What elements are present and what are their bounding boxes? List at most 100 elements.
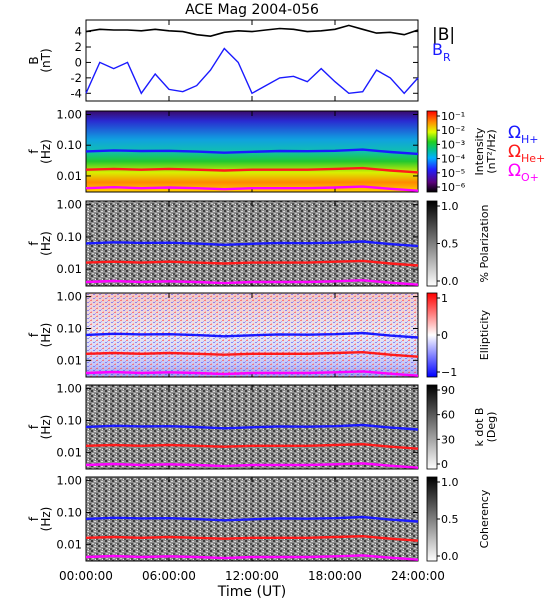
legend-b-r-sub: R [443, 51, 451, 64]
x-tick-label: 12:00:00 [225, 569, 279, 583]
y-axis-unit: (nT) [39, 48, 53, 72]
colorbar-tick-label: 10⁻⁶ [441, 181, 466, 194]
x-tick-label: 18:00:00 [308, 569, 362, 583]
colorbar-label: Coherency [478, 489, 491, 548]
gyro-line-o-plus [85, 185, 419, 192]
colorbar-tick-label: 90 [441, 384, 455, 397]
colorbar-tick-label: 1 [441, 292, 448, 305]
y-tick-label: 0 [75, 55, 82, 69]
gyro-line-o-plus [85, 279, 419, 286]
legend-he-plus-sub: He+ [521, 152, 545, 165]
y-axis-unit: (Hz) [39, 415, 53, 440]
y-axis-unit: (Hz) [39, 323, 53, 348]
y-tick-label: 0.01 [56, 353, 82, 367]
y-axis-label: f [27, 241, 41, 246]
legend-o-plus: ΩO+ [508, 161, 539, 184]
y-tick-label: 1.00 [56, 290, 82, 304]
panel-B: 420 -2-4 B(nT) [27, 19, 419, 102]
y-axis-unit: (Hz) [39, 139, 53, 164]
gyro-line-h-plus [85, 515, 419, 523]
y-tick-label: -2 [71, 71, 82, 85]
gyro-line-o-plus [85, 370, 419, 377]
gyro-line-h-plus [85, 240, 419, 248]
legend-b-r: BR [432, 40, 451, 64]
gyro-line-he-plus [85, 350, 419, 358]
legend-he-plus-sym: Ω [508, 142, 521, 162]
colorbar-tick-label: 0 [441, 329, 448, 342]
y-tick-label: 0.01 [56, 445, 82, 459]
gyro-line-o-plus [85, 554, 419, 561]
colorbar-tick-label: 60 [441, 409, 455, 422]
y-axis-label: B [27, 56, 41, 64]
y-tick-label: 1.00 [56, 108, 82, 122]
y-tick-label: 0.10 [56, 321, 82, 335]
top-legend: |B| BR [432, 25, 455, 64]
x-tick-label: 06:00:00 [142, 569, 196, 583]
legend-h-plus-sub: H+ [521, 133, 539, 146]
y-tick-label: 2 [75, 40, 82, 54]
panel-coherency: 1.00 0.10 0.01 f(Hz) 1.0 0.5 0.0 Coherency [27, 474, 491, 563]
y-tick-label: 0.10 [56, 230, 82, 244]
y-tick-label: 0.01 [56, 537, 82, 551]
x-axis-label: Time (UT) [217, 584, 286, 600]
gyro-line-he-plus [85, 442, 419, 450]
colorbar-tick-label: 10⁻² [441, 124, 465, 137]
colorbar-kdotb [426, 384, 438, 470]
y-tick-label: 0.10 [56, 413, 82, 427]
colorbar-tick-label: 10⁻³ [441, 138, 465, 151]
figure-title: ACE Mag 2004-056 [185, 2, 319, 18]
colorbar-unit: (nT²/Hz) [485, 129, 498, 173]
gyro-line-he-plus [85, 259, 419, 267]
gyro-line-he-plus [85, 534, 419, 542]
legend-b-r-main: B [432, 40, 443, 59]
y-tick-label: 1.00 [56, 382, 82, 396]
gyro-line-h-plus [85, 148, 419, 156]
colorbar-label: Intensity [473, 127, 486, 175]
colorbar-ellipticity [426, 292, 438, 378]
colorbar-coherency [426, 476, 438, 562]
gyro-line-o-plus [85, 462, 419, 469]
gyro-line-h-plus [85, 331, 419, 339]
panels: 420-2-4B(nT)1.000.100.01f(Hz)10⁻¹10⁻²10⁻… [27, 19, 498, 563]
y-tick-label: 0.10 [56, 505, 82, 519]
colorbar-tick-label: 0.0 [441, 275, 459, 288]
colorbar-tick-label: 0 [441, 458, 448, 471]
colorbar-tick-label: 30 [441, 433, 455, 446]
colorbar-intensity [426, 110, 438, 193]
colorbar-unit: (Deg) [485, 412, 498, 443]
y-axis-label: f [27, 149, 41, 154]
y-tick-label: 0.01 [56, 262, 82, 276]
legend-o-plus-sym: Ω [508, 161, 521, 181]
y-axis-label: f [27, 516, 41, 521]
y-axis-unit: (Hz) [39, 231, 53, 256]
series-b-mag [85, 24, 419, 38]
time-axis: 00:00:00 06:00:00 12:00:00 18:00:00 24:00:00 [59, 569, 445, 583]
colorbar-tick-label: 10⁻⁵ [441, 167, 465, 180]
legend-o-plus-sub: O+ [521, 171, 539, 184]
panel-intensity: 1.00 0.10 0.01 f(Hz) 10⁻¹10⁻²10⁻³ 10⁻⁴10⁻⁵10⁻… [27, 108, 498, 194]
series-b-r [85, 47, 419, 95]
y-tick-label: 0.10 [56, 138, 82, 152]
y-tick-label: 0.01 [56, 169, 82, 183]
gyro-line-he-plus [85, 166, 419, 174]
colorbar-tick-label: 0.5 [441, 513, 459, 526]
legend-b-mag: |B| [432, 25, 455, 45]
gyro-legend: ΩH+ ΩHe+ ΩO+ [508, 123, 545, 184]
panel-kdotb: 1.00 0.10 0.01 f(Hz) 90 60 30 0 k dot B (Deg) [27, 382, 498, 471]
colorbar-tick-label: −1 [441, 366, 457, 379]
legend-h-plus-sym: Ω [508, 123, 521, 143]
x-tick-label: 00:00:00 [59, 569, 113, 583]
x-tick-label: 24:00:00 [391, 569, 445, 583]
y-tick-label: 1.00 [56, 474, 82, 488]
legend-h-plus: ΩH+ [508, 123, 539, 146]
y-axis-label: f [27, 424, 41, 429]
colorbar-tick-label: 0.0 [441, 550, 459, 563]
y-tick-label: 4 [75, 25, 82, 39]
y-tick-label: -4 [71, 86, 82, 100]
colorbar-label: Ellipticity [478, 309, 491, 360]
colorbar-polarization [426, 200, 438, 287]
panel-polarization: 1.00 0.10 0.01 f(Hz) 1.0 0.5 0.0 % Polarization [27, 198, 491, 288]
colorbar-tick-label: 10⁻⁴ [441, 153, 466, 166]
y-tick-label: 1.00 [56, 198, 82, 212]
colorbar-tick-label: 1.0 [441, 476, 459, 489]
